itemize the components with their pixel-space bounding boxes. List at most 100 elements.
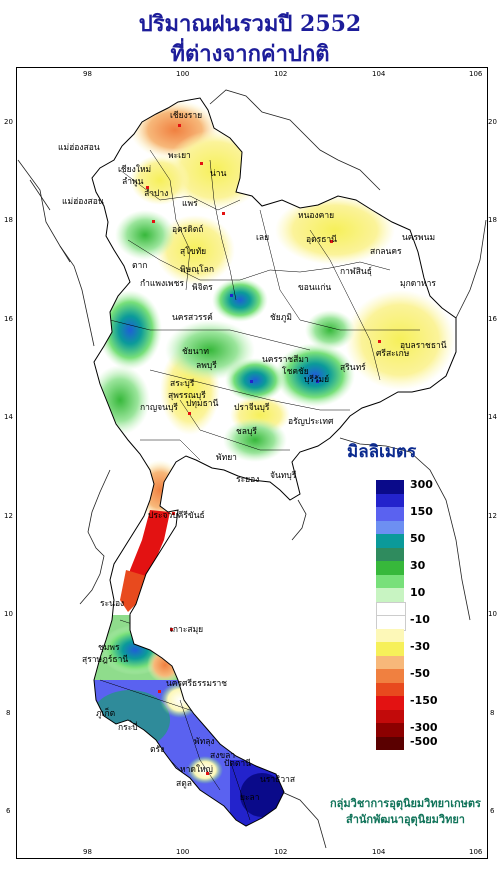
legend-label: -300 bbox=[410, 721, 438, 734]
place-label: นครราชสีมา bbox=[262, 354, 309, 365]
legend-swatch bbox=[376, 736, 404, 750]
legend-label: -30 bbox=[410, 640, 430, 653]
place-label: เลย bbox=[256, 233, 269, 243]
legend-swatch bbox=[376, 507, 404, 521]
lat-tick-right: 12 bbox=[488, 512, 497, 520]
place-label: สุโขทัย bbox=[180, 246, 206, 257]
legend-swatch bbox=[376, 696, 404, 710]
place-label: ชลบุรี bbox=[236, 426, 257, 437]
lon-tick-bottom: 106 bbox=[469, 848, 483, 856]
place-label: นครสวรรค์ bbox=[172, 312, 213, 323]
lon-tick-bottom: 102 bbox=[274, 848, 288, 856]
place-label: แม่ฮ่องสอน bbox=[58, 143, 100, 153]
place-label: บุรีรัมย์ bbox=[304, 374, 329, 385]
lon-tick-bottom: 104 bbox=[372, 848, 386, 856]
place-label: ปัตตานี bbox=[224, 758, 251, 769]
lat-tick-left: 8 bbox=[6, 709, 11, 717]
legend-swatch bbox=[376, 655, 404, 669]
place-label: นราธิวาส bbox=[260, 775, 296, 785]
legend-label: -500 bbox=[410, 734, 438, 748]
lat-tick-left: 14 bbox=[4, 413, 13, 421]
place-label: เชียงราย bbox=[170, 110, 202, 121]
lon-tick-bottom: 100 bbox=[176, 848, 190, 856]
credit-line-2: สำนักพัฒนาอุตุนิยมวิทยา bbox=[346, 813, 465, 826]
place-label: เกาะสมุย bbox=[170, 625, 203, 635]
place-label: อุตรดิตถ์ bbox=[172, 224, 203, 235]
place-label: สุพรรณบุรี bbox=[168, 390, 206, 401]
place-label: ยะลา bbox=[240, 793, 260, 803]
place-label: มุกดาหาร bbox=[400, 279, 436, 289]
legend-title: มิลลิเมตร bbox=[347, 442, 417, 462]
legend-swatch bbox=[376, 682, 404, 696]
place-label: ปทุมธานี bbox=[186, 398, 219, 409]
legend-swatch bbox=[376, 520, 404, 534]
legend-swatch bbox=[376, 642, 404, 656]
lat-tick-right: 20 bbox=[488, 118, 497, 126]
legend-label: 30 bbox=[410, 559, 426, 572]
place-label: เชียงใหม่ bbox=[118, 164, 151, 175]
lat-tick-left: 10 bbox=[4, 610, 13, 618]
place-label: ขอนแก่น bbox=[298, 283, 331, 293]
credit-line-1: กลุ่มวิชาการอุตุนิยมวิทยาเกษตร bbox=[330, 797, 481, 810]
lat-tick-right: 18 bbox=[488, 216, 497, 224]
place-label: สงขลา bbox=[210, 751, 235, 761]
place-label: ภูเก็ต bbox=[96, 707, 115, 719]
place-label: ประจวบคีรีขันธ์ bbox=[148, 510, 205, 521]
map-subtitle: ที่ต่างจากค่าปกติ bbox=[170, 41, 330, 67]
place-label: สุราษฎร์ธานี bbox=[82, 654, 128, 665]
lon-tick-bottom: 98 bbox=[83, 848, 92, 856]
place-label: พัทยา bbox=[216, 453, 237, 463]
place-label: พัทลุง bbox=[194, 737, 215, 747]
place-label: ชัยนาท bbox=[182, 347, 209, 357]
lon-tick-top: 100 bbox=[176, 70, 190, 78]
place-label: สกลนคร bbox=[370, 247, 402, 257]
place-label: จันทบุรี bbox=[270, 470, 297, 481]
place-label: กาฬสินธุ์ bbox=[340, 266, 372, 277]
place-label: กาญจนบุรี bbox=[140, 402, 178, 413]
legend-swatch bbox=[376, 534, 404, 548]
place-label: สตูล bbox=[176, 779, 192, 789]
lat-tick-right: 10 bbox=[488, 610, 497, 618]
place-label: แพร่ bbox=[182, 199, 198, 209]
place-label: พะเยา bbox=[168, 151, 191, 161]
place-label: อุดรธานี bbox=[306, 234, 337, 245]
place-label: หนองคาย bbox=[298, 211, 334, 221]
legend-swatch bbox=[376, 588, 404, 602]
lon-tick-top: 98 bbox=[83, 70, 92, 78]
place-label: อุบลราชธานี bbox=[400, 340, 447, 351]
place-label: สุรินทร์ bbox=[340, 362, 366, 373]
legend-swatch bbox=[376, 723, 404, 737]
place-label: นครศรีธรรมราช bbox=[166, 678, 227, 689]
lat-tick-right: 16 bbox=[488, 315, 497, 323]
neighbour-borders bbox=[17, 89, 487, 849]
place-label: ระนอง bbox=[100, 599, 124, 609]
lat-tick-right: 14 bbox=[488, 413, 497, 421]
lat-tick-left: 16 bbox=[4, 315, 13, 323]
legend-label: 150 bbox=[410, 505, 433, 518]
place-label: น่าน bbox=[210, 169, 227, 179]
lat-tick-left: 18 bbox=[4, 216, 13, 224]
place-label: แม่ฮ่องสอน bbox=[62, 197, 104, 207]
place-label: ลำปาง bbox=[144, 189, 168, 199]
place-label: ชัยภูมิ bbox=[270, 313, 292, 323]
place-label: นครพนม bbox=[402, 233, 435, 243]
place-label: ลพบุรี bbox=[196, 360, 217, 371]
station-markers bbox=[146, 124, 381, 775]
place-label: โชคชัย bbox=[282, 366, 309, 377]
legend-label: -150 bbox=[410, 694, 438, 707]
legend-label: 300 bbox=[410, 478, 433, 491]
legend-label: 50 bbox=[410, 532, 426, 545]
legend-swatch bbox=[376, 628, 404, 642]
lat-tick-right: 6 bbox=[490, 807, 495, 815]
lat-tick-left: 6 bbox=[6, 807, 11, 815]
place-label: พิษณุโลก bbox=[180, 264, 214, 275]
place-label: ลำพูน bbox=[122, 177, 144, 187]
legend-swatch bbox=[376, 493, 404, 507]
place-label: อรัญประเทศ bbox=[288, 417, 334, 427]
legend-swatch bbox=[376, 669, 404, 683]
place-label: ตาก bbox=[132, 261, 147, 271]
lat-tick-left: 12 bbox=[4, 512, 13, 520]
legend-swatch bbox=[376, 709, 404, 723]
place-label: กำแพงเพชร bbox=[140, 279, 184, 289]
